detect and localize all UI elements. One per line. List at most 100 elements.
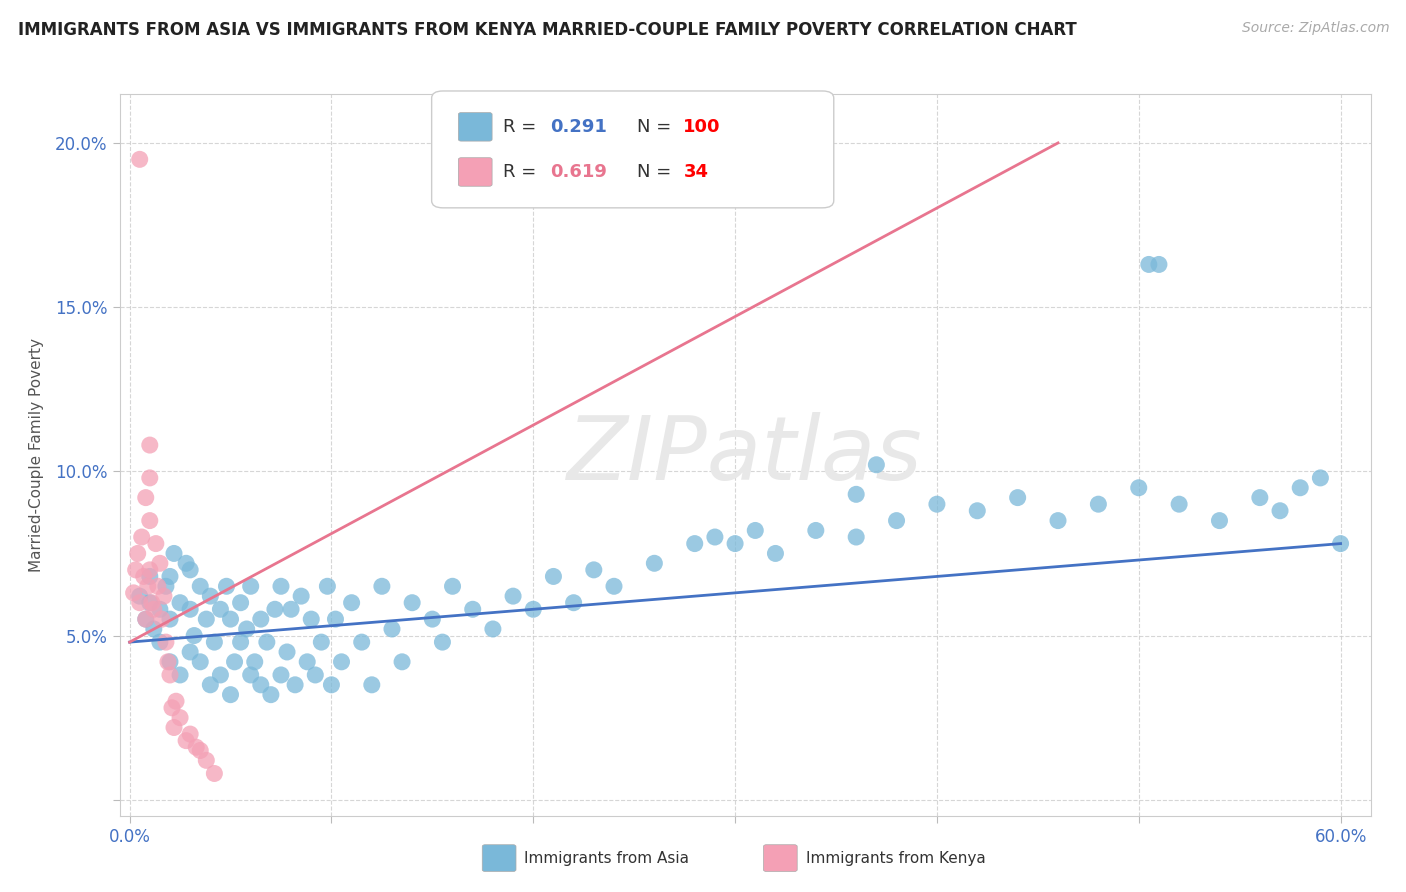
Point (145, 536, 167, 550)
Point (290, 589, 312, 603)
Point (422, 612, 444, 626)
Text: 0.291: 0.291 (550, 118, 606, 136)
Point (159, 569, 181, 583)
Point (239, 579, 262, 593)
Point (276, 645, 298, 659)
Point (169, 668, 191, 682)
Point (202, 766, 225, 780)
Text: IMMIGRANTS FROM ASIA VS IMMIGRANTS FROM KENYA MARRIED-COUPLE FAMILY POVERTY CORR: IMMIGRANTS FROM ASIA VS IMMIGRANTS FROM … (18, 21, 1077, 38)
Point (724, 536, 747, 550)
Point (765, 546, 787, 560)
Point (169, 711, 191, 725)
Point (219, 688, 242, 702)
Text: 0.619: 0.619 (550, 163, 606, 181)
Point (330, 655, 353, 669)
Point (128, 153, 150, 167)
Point (179, 727, 201, 741)
Point (215, 579, 238, 593)
Point (174, 733, 197, 747)
Point (165, 694, 187, 708)
Text: ZIPatlas: ZIPatlas (568, 412, 922, 498)
Point (1128, 481, 1150, 495)
Point (128, 589, 150, 603)
Text: Immigrants from Asia: Immigrants from Asia (524, 851, 689, 865)
Point (195, 753, 218, 767)
Point (381, 622, 404, 636)
Text: Source: ZipAtlas.com: Source: ZipAtlas.com (1241, 21, 1389, 35)
Point (284, 678, 307, 692)
Point (122, 586, 145, 600)
Point (886, 514, 908, 528)
Point (200, 678, 222, 692)
Point (139, 438, 162, 452)
Point (135, 612, 157, 626)
Point (371, 579, 394, 593)
Point (224, 655, 246, 669)
Point (142, 602, 165, 616)
Point (925, 497, 948, 511)
Point (209, 602, 232, 616)
Point (461, 602, 484, 616)
Point (174, 557, 197, 571)
Text: N =: N = (637, 163, 676, 181)
Point (260, 688, 283, 702)
Point (270, 579, 292, 593)
Point (1168, 497, 1191, 511)
Point (139, 596, 162, 610)
Point (149, 602, 172, 616)
Point (325, 612, 347, 626)
Point (149, 557, 172, 571)
Text: R =: R = (503, 163, 543, 181)
Point (202, 635, 225, 649)
Point (135, 612, 157, 626)
Point (350, 635, 373, 649)
Text: Immigrants from Kenya: Immigrants from Kenya (806, 851, 986, 865)
Point (1007, 491, 1029, 505)
Point (131, 530, 153, 544)
Point (243, 655, 266, 669)
Point (188, 579, 211, 593)
Point (209, 668, 232, 682)
Point (1309, 471, 1331, 485)
Point (200, 589, 222, 603)
Point (169, 596, 191, 610)
Point (139, 569, 162, 583)
Point (401, 596, 423, 610)
Point (482, 622, 505, 636)
Text: 34: 34 (683, 163, 709, 181)
Point (1289, 481, 1312, 495)
Point (188, 743, 211, 757)
Point (139, 563, 162, 577)
Point (249, 678, 271, 692)
Point (229, 596, 252, 610)
Point (141, 596, 163, 610)
Point (188, 655, 211, 669)
Point (155, 635, 177, 649)
Point (142, 622, 165, 636)
Text: R =: R = (503, 118, 543, 136)
Point (149, 635, 172, 649)
Point (1147, 257, 1170, 271)
Text: N =: N = (637, 118, 676, 136)
Point (683, 536, 706, 550)
Point (249, 612, 271, 626)
Point (502, 589, 524, 603)
Point (128, 596, 150, 610)
Point (744, 524, 766, 538)
Point (163, 721, 186, 735)
Point (139, 514, 162, 528)
Point (311, 635, 333, 649)
Point (804, 524, 827, 538)
Point (845, 530, 868, 544)
Point (582, 563, 605, 577)
Point (845, 487, 868, 501)
Point (155, 579, 177, 593)
Point (163, 546, 186, 560)
Point (1268, 504, 1291, 518)
Point (139, 471, 162, 485)
Point (1137, 257, 1160, 271)
Point (186, 740, 208, 755)
Point (146, 579, 169, 593)
Point (391, 655, 413, 669)
Point (153, 589, 176, 603)
